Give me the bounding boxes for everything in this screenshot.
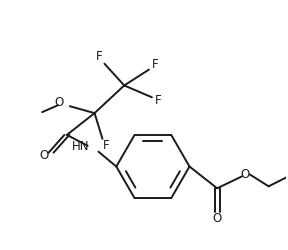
Text: O: O: [39, 149, 49, 162]
Text: F: F: [151, 58, 158, 71]
Text: O: O: [213, 212, 222, 226]
Text: HN: HN: [72, 140, 90, 153]
Text: O: O: [55, 96, 64, 109]
Text: F: F: [103, 139, 110, 152]
Text: F: F: [155, 94, 161, 107]
Text: F: F: [96, 50, 103, 63]
Text: O: O: [240, 168, 249, 181]
